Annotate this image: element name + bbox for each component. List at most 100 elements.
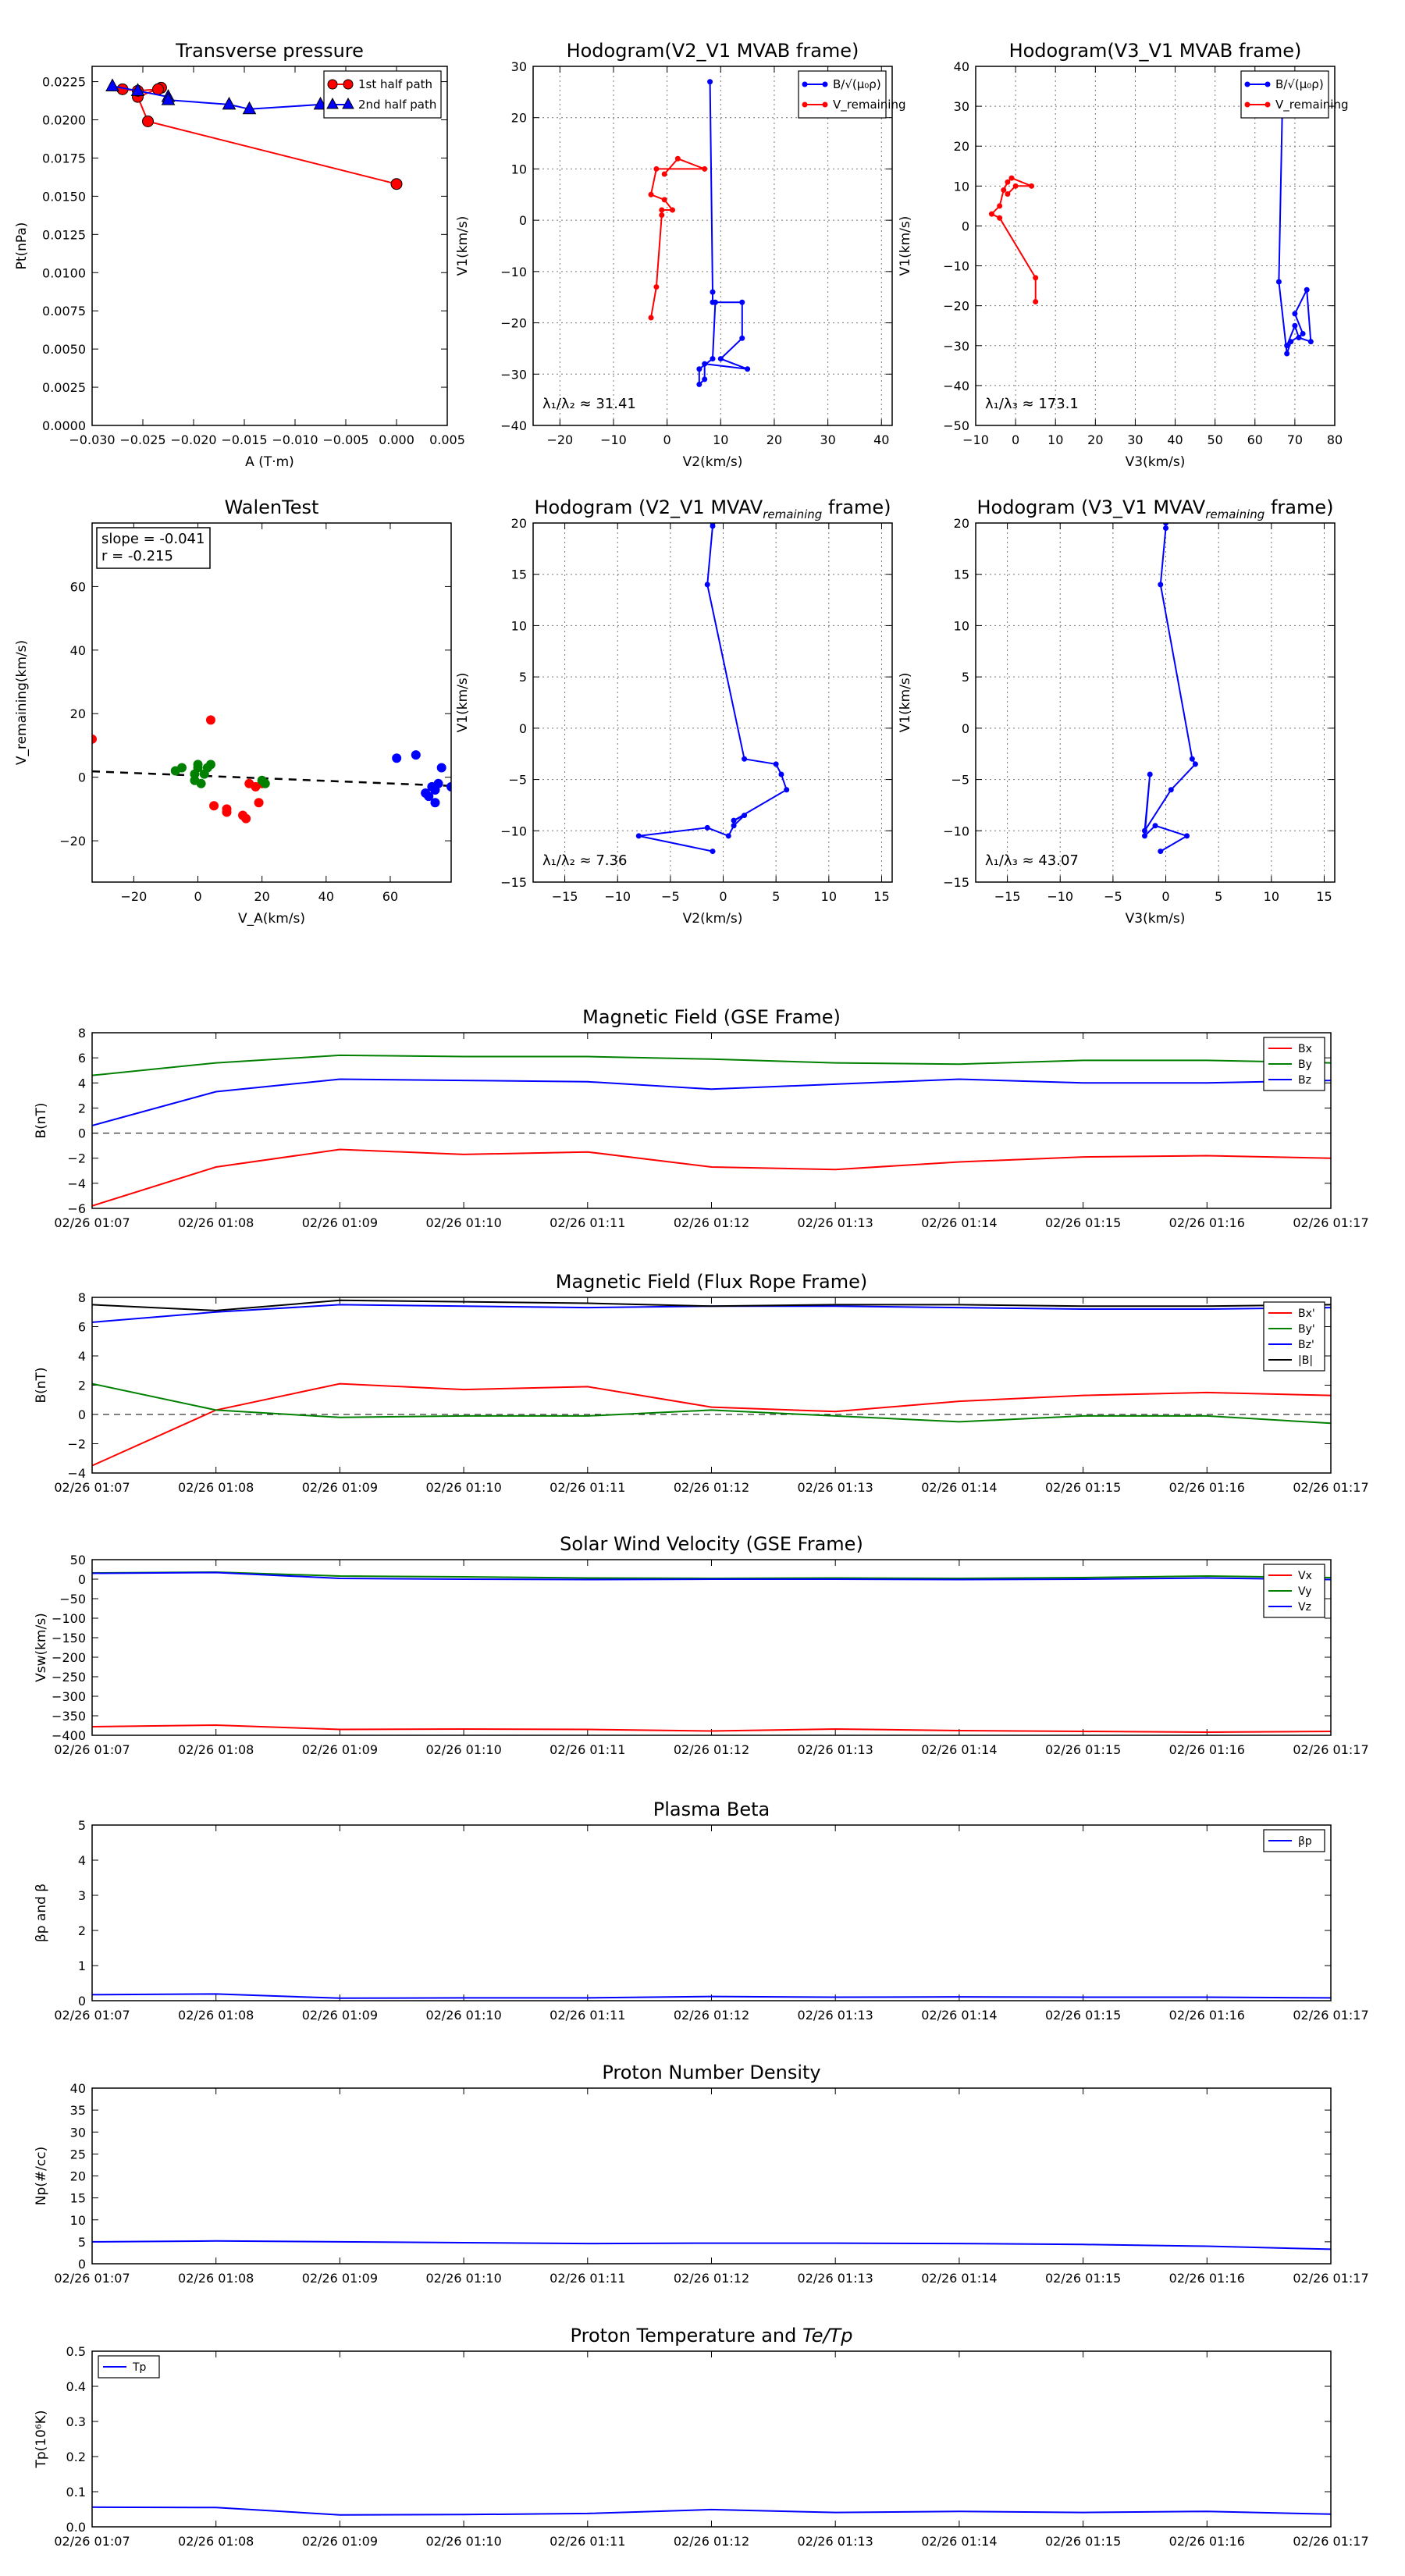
legend-label: |B| — [1298, 1354, 1313, 1367]
x-tick-label: 02/26 01:10 — [425, 1215, 501, 1230]
x-tick-label: 02/26 01:09 — [302, 1742, 378, 1757]
chart-title: Hodogram (V3_V1 MVAVremaining frame) — [977, 496, 1334, 521]
data-point — [390, 178, 403, 190]
y-tick-label: 0 — [78, 770, 86, 785]
x-tick-label: −10 — [1047, 889, 1073, 904]
x-tick-label: 02/26 01:07 — [54, 1742, 130, 1757]
legend-label: Bx' — [1298, 1308, 1315, 1320]
chart-h1: Hodogram(V2_V1 MVAB frame) −20 −10 0 10 20 30 4… — [455, 40, 906, 470]
data-point — [702, 376, 708, 382]
x-tick-label: 0 — [1161, 889, 1169, 904]
legend-box — [323, 70, 442, 119]
series-line-Bz — [92, 1078, 1331, 1126]
x-tick-label: 10 — [713, 432, 728, 447]
eigenvalue-ratio: λ₁/λ₃ ≈ 173.1 — [985, 396, 1079, 412]
series-line-By' — [92, 1382, 1331, 1425]
series-line-|B| — [92, 1299, 1331, 1311]
x-tick-label: 02/26 01:15 — [1045, 2008, 1121, 2023]
y-tick-label: −2 — [67, 1437, 86, 1452]
data-point — [653, 165, 660, 172]
x-axis-label: V3(km/s) — [1126, 911, 1186, 927]
data-point — [254, 798, 264, 808]
y-tick-label: 0 — [78, 2257, 86, 2272]
data-point — [739, 335, 745, 341]
y-tick-label: 30 — [954, 99, 969, 114]
x-tick-label: 0 — [194, 889, 201, 904]
legend-label: By' — [1298, 1323, 1315, 1336]
x-tick-label: 02/26 01:10 — [425, 2008, 501, 2023]
x-tick-label: 02/26 01:08 — [178, 1742, 254, 1757]
x-tick-label: 02/26 01:15 — [1045, 1215, 1121, 1230]
chart-title: Transverse pressure — [175, 40, 364, 62]
x-tick-label: −0.025 — [119, 432, 165, 447]
x-tick-label: 02/26 01:13 — [798, 2534, 873, 2549]
chart-ts3: Solar Wind Velocity (GSE Frame) 02/26 01:… — [34, 1533, 1369, 1757]
x-tick-label: 02/26 01:12 — [674, 2271, 749, 2286]
y-tick-label: 10 — [954, 179, 969, 194]
data-point — [260, 778, 270, 788]
x-tick-label: 02/26 01:07 — [54, 2008, 130, 2023]
y-axis-label: V1(km/s) — [898, 673, 913, 733]
y-tick-label: 2 — [78, 1379, 86, 1393]
x-tick-label: 0 — [719, 889, 727, 904]
data-point — [1012, 183, 1019, 189]
legend-marker — [326, 97, 339, 109]
data-point — [1284, 343, 1290, 349]
chart-h3: Hodogram (V2_V1 MVAVremaining frame) −15 −… — [455, 496, 893, 927]
legend-label: Tp — [132, 2361, 147, 2374]
y-axis-label: V1(km/s) — [455, 216, 471, 276]
plot-frame — [975, 66, 1336, 426]
plot-frame — [91, 1032, 1332, 1209]
y-tick-label: 5 — [78, 2235, 86, 2250]
y-axis-label: Np(#/cc) — [34, 2147, 49, 2205]
data-point — [411, 750, 421, 760]
x-tick-label: 02/26 01:13 — [798, 1215, 873, 1230]
data-point — [710, 849, 716, 855]
x-tick-label: 02/26 01:10 — [425, 2534, 501, 2549]
x-tick-label: 02/26 01:16 — [1169, 1215, 1245, 1230]
y-tick-label: −300 — [52, 1689, 86, 1704]
data-point — [1141, 833, 1147, 839]
x-tick-label: 02/26 01:17 — [1293, 1215, 1368, 1230]
y-tick-label: 10 — [511, 618, 527, 633]
x-axis-label: A (T·m) — [245, 454, 294, 470]
data-point — [661, 171, 667, 177]
y-tick-label: −2 — [67, 1151, 86, 1166]
plot-frame — [91, 1824, 1332, 2001]
x-tick-label: 15 — [1316, 889, 1332, 904]
y-tick-label: −5 — [508, 773, 527, 788]
x-tick-label: 0 — [1012, 432, 1019, 447]
eigenvalue-ratio: λ₁/λ₂ ≈ 7.36 — [542, 852, 627, 869]
chart-title: Magnetic Field (Flux Rope Frame) — [556, 1271, 867, 1293]
x-tick-label: 02/26 01:09 — [302, 2534, 378, 2549]
y-tick-label: 35 — [70, 2103, 86, 2118]
legend-box — [798, 70, 887, 119]
data-point — [433, 778, 443, 788]
data-point — [209, 801, 219, 811]
y-tick-label: −15 — [943, 875, 969, 890]
series-line-Vx — [92, 1724, 1331, 1734]
y-tick-label: 0.0125 — [42, 227, 86, 242]
y-tick-label: 4 — [78, 1853, 86, 1868]
y-tick-label: 0.0225 — [42, 75, 86, 90]
legend-marker — [1264, 101, 1271, 108]
legend-label: βp — [1298, 1835, 1312, 1848]
data-point — [702, 361, 708, 367]
y-tick-label: 2 — [78, 1923, 86, 1938]
y-tick-label: 0 — [78, 1126, 86, 1141]
y-tick-label: 0.0025 — [42, 380, 86, 395]
series-line-By — [92, 1054, 1331, 1076]
x-tick-label: 02/26 01:07 — [54, 1215, 130, 1230]
data-point — [1275, 279, 1282, 285]
data-point — [778, 771, 784, 777]
y-tick-label: −50 — [943, 418, 969, 433]
x-tick-label: 30 — [1127, 432, 1143, 447]
x-tick-label: −15 — [994, 889, 1021, 904]
x-tick-label: −5 — [1104, 889, 1122, 904]
data-point — [241, 813, 251, 824]
y-tick-label: −350 — [52, 1709, 86, 1724]
y-tick-label: 20 — [511, 111, 527, 126]
x-tick-label: 02/26 01:15 — [1045, 1742, 1121, 1757]
x-tick-label: 02/26 01:09 — [302, 1480, 378, 1495]
